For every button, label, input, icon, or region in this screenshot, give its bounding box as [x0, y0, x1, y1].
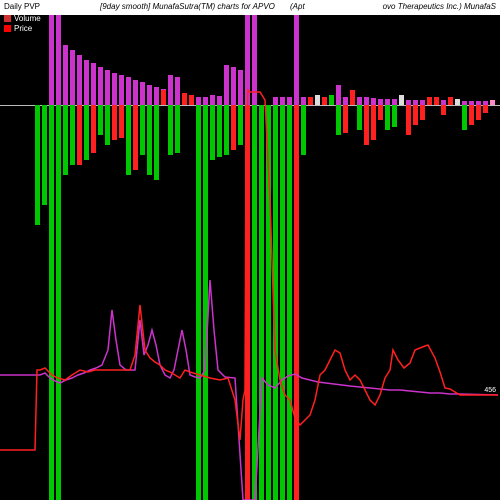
title-bar: Daily PVP [9day smooth] MunafaSutra(TM) …: [0, 0, 500, 15]
title-center: [9day smooth] MunafaSutra(TM) charts for…: [100, 2, 275, 11]
chart-container: Daily PVP [9day smooth] MunafaSutra(TM) …: [0, 0, 500, 500]
legend-volume: Volume: [4, 14, 41, 23]
title-center2: (Apt: [290, 2, 305, 11]
legend-volume-swatch: [4, 15, 11, 22]
title-left: Daily PVP: [4, 2, 40, 11]
title-right: ovo Therapeutics Inc.) MunafaS: [383, 2, 496, 11]
legend: Volume Price: [4, 14, 41, 34]
legend-price-swatch: [4, 25, 11, 32]
legend-price-label: Price: [14, 24, 32, 33]
legend-price: Price: [4, 24, 41, 33]
legend-volume-label: Volume: [14, 14, 41, 23]
bars-svg: [0, 0, 500, 500]
label-456: 456: [484, 387, 496, 394]
